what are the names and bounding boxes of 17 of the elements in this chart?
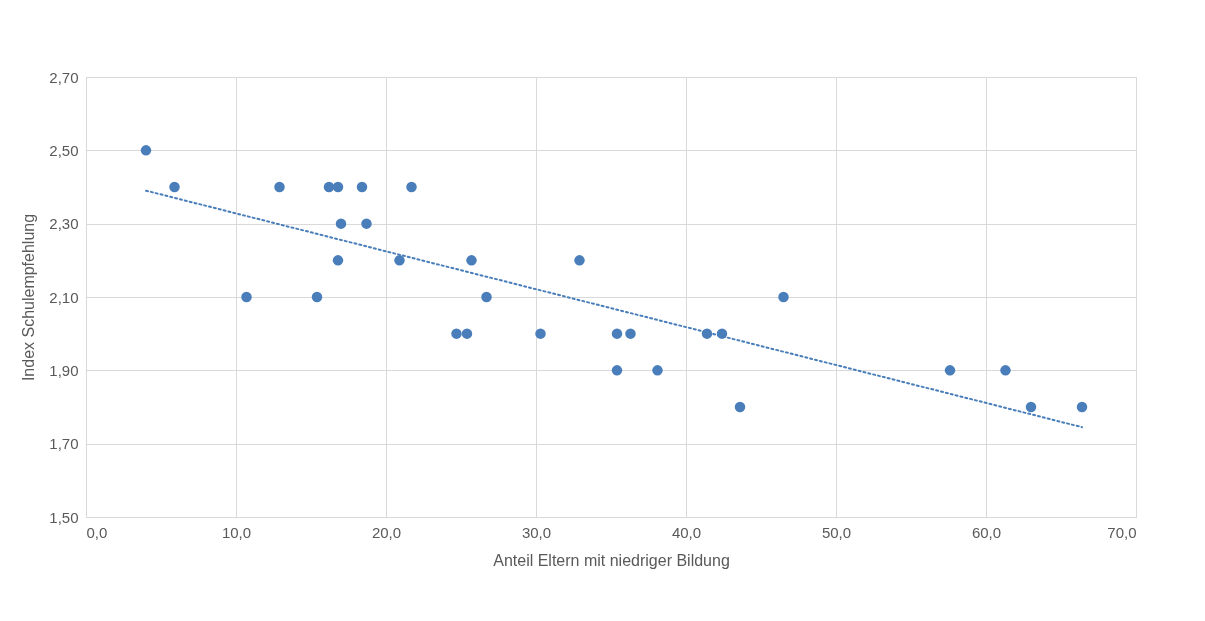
y-tick-label: 1,50 [49, 508, 79, 526]
y-tick-label: 1,70 [49, 435, 79, 453]
x-tick-label: 40,0 [671, 523, 702, 541]
x-tick-label: 30,0 [521, 523, 552, 541]
x-tick-label: 50,0 [821, 523, 852, 541]
x-tick-label: 20,0 [371, 523, 402, 541]
y-tick-label: 1,90 [49, 361, 79, 379]
x-tick-label: 60,0 [971, 523, 1002, 541]
x-axis-title: Anteil Eltern mit niedriger Bildung [493, 551, 730, 569]
y-tick-label: 2,70 [49, 68, 79, 86]
x-tick-label: 10,0 [221, 523, 252, 541]
y-tick-label: 2,50 [49, 141, 79, 159]
y-tick-label: 2,30 [49, 215, 79, 233]
x-tick-label: 0,0 [86, 523, 108, 541]
y-tick-label: 2,10 [49, 288, 79, 306]
y-axis-title: Index Schulempfehlung [20, 213, 38, 382]
x-tick-label: 70,0 [1107, 523, 1137, 541]
